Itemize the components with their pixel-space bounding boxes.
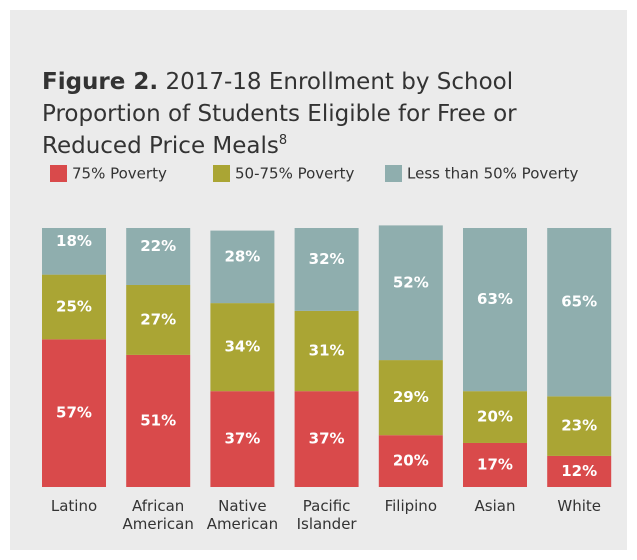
value-label: 29% (393, 388, 429, 406)
chart-title: Figure 2. 2017-18 Enrollment by School P… (42, 66, 607, 162)
value-label: 22% (140, 237, 176, 255)
bar-segment (463, 391, 527, 443)
bar-segment (126, 228, 191, 285)
value-label: 17% (477, 455, 513, 473)
legend-label: 75% Poverty (72, 165, 167, 183)
bar-segment (378, 435, 443, 487)
value-label: 20% (477, 408, 513, 426)
legend-label: 50-75% Poverty (235, 165, 354, 183)
bar-segment (42, 339, 106, 487)
value-label: 57% (56, 404, 92, 422)
bar-segment (547, 396, 612, 456)
bar-segment (378, 360, 443, 436)
bar-segment (126, 354, 191, 487)
bar-segment (547, 455, 612, 487)
bar-segment (42, 228, 106, 275)
value-label: 32% (309, 250, 345, 268)
bar-segment (294, 310, 359, 392)
x-tick-label: Latino (50, 497, 98, 515)
value-label: 23% (561, 417, 597, 435)
value-label: 28% (224, 247, 260, 265)
value-label: 12% (561, 462, 597, 480)
bar-segment (210, 391, 275, 487)
bar-segment (547, 228, 612, 397)
legend-swatch (213, 165, 230, 182)
bar-segment (378, 225, 443, 361)
value-label: 37% (224, 430, 260, 448)
bar-segment (42, 274, 106, 340)
legend-swatch (385, 165, 402, 182)
x-tick-label: Filipino (384, 497, 437, 515)
title-label: Figure 2. (42, 69, 159, 95)
title-footnote: 8 (278, 133, 288, 148)
legend-label: Less than 50% Poverty (407, 165, 579, 183)
value-label: 51% (140, 411, 176, 429)
value-label: 25% (56, 297, 92, 315)
value-label: 52% (393, 273, 429, 291)
value-label: 65% (561, 293, 597, 311)
x-tick-label: African American (122, 497, 194, 533)
value-label: 63% (477, 290, 513, 308)
bar-segment (294, 228, 359, 311)
bar-segment (210, 303, 275, 392)
value-label: 27% (140, 310, 176, 328)
x-tick-label: White (557, 497, 601, 515)
bar-segment (463, 442, 527, 487)
x-tick-label: Pacific Islander (296, 497, 357, 533)
value-label: 18% (56, 232, 92, 250)
legend-swatch (50, 165, 67, 182)
value-label: 37% (309, 430, 345, 448)
x-tick-label: Native American (206, 497, 279, 533)
title-text: 2017-18 Enrollment by School Proportion … (42, 69, 517, 159)
bar-segment (210, 230, 275, 304)
value-label: 31% (309, 342, 345, 360)
bar-segment (463, 228, 527, 392)
bar-segment (126, 284, 191, 355)
bar-segment (294, 391, 359, 487)
value-label: 20% (393, 452, 429, 470)
x-tick-label: Asian (474, 497, 516, 515)
value-label: 34% (224, 338, 260, 356)
